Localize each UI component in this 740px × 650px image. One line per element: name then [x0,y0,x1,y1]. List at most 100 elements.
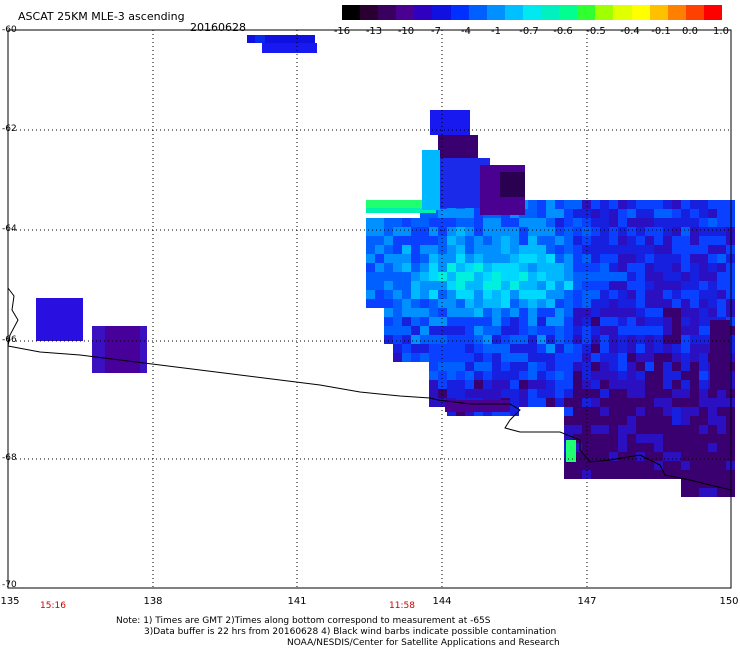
wind-cell [420,317,429,326]
wind-cell [609,380,618,389]
wind-cell [645,200,654,209]
wind-cell [510,353,519,362]
wind-cell [591,263,600,272]
wind-cell [636,272,645,281]
wind-cell [456,227,465,236]
wind-cell [618,335,627,344]
wind-cell [573,209,582,218]
wind-cell [645,263,654,272]
wind-cell [600,272,609,281]
wind-cell [456,272,465,281]
wind-cell [384,272,393,281]
wind-cell [537,353,546,362]
wind-cell [537,335,546,344]
wind-cell [447,263,456,272]
wind-cell [681,425,690,434]
wind-cell [663,344,672,353]
wind-cell [618,236,627,245]
wind-cell [447,272,456,281]
wind-cell [600,326,609,335]
wind-cell [654,353,663,362]
wind-cell [627,461,636,470]
wind-cell [717,389,726,398]
wind-cell [609,371,618,380]
wind-cell [492,290,501,299]
wind-cell [474,335,483,344]
wind-cell [255,35,265,43]
wind-cell [600,317,609,326]
wind-cell [411,218,420,227]
wind-cell [672,263,681,272]
wind-cell [654,200,663,209]
wind-cell [465,344,474,353]
wind-cell [492,371,501,380]
wind-cell [555,272,564,281]
wind-cell [591,434,600,443]
wind-cell [645,245,654,254]
wind-cell [708,263,717,272]
wind-cell [636,227,645,236]
wind-cell [708,236,717,245]
wind-cell [510,407,519,416]
wind-cell [618,290,627,299]
wind-cell [573,344,582,353]
wind-cell [600,218,609,227]
wind-cell [564,281,573,290]
wind-cell [573,200,582,209]
wind-cell [591,299,600,308]
wind-cell [681,443,690,452]
wind-cell [510,344,519,353]
wind-cell [438,335,447,344]
wind-cell [456,209,465,218]
wind-cell [699,353,708,362]
wind-cell [618,344,627,353]
wind-cell [609,443,618,452]
wind-cell [528,263,537,272]
wind-cell [582,263,591,272]
wind-cell [690,362,699,371]
wind-cell [429,254,438,263]
wind-cell [429,281,438,290]
wind-cell [519,254,528,263]
wind-cell [627,344,636,353]
wind-cell [519,263,528,272]
wind-cell [663,443,672,452]
wind-cell [384,335,393,344]
wind-cell [600,461,609,470]
wind-cell [591,200,600,209]
lon-label: 150 [719,596,739,607]
wind-cell [537,254,546,263]
wind-cell [645,407,654,416]
wind-cell [609,362,618,371]
wind-cell [681,254,690,263]
wind-cell [699,452,708,461]
wind-cell [699,344,708,353]
wind-cell [672,227,681,236]
wind-cell [717,452,726,461]
wind-cell [681,218,690,227]
wind-cell [564,254,573,263]
wind-cell [456,218,465,227]
wind-cell [483,308,492,317]
wind-cell [465,272,474,281]
wind-cell [573,380,582,389]
wind-cell [465,299,474,308]
wind-cell [546,263,555,272]
wind-cell [681,263,690,272]
wind-cell [591,317,600,326]
wind-cell [573,470,582,479]
wind-cell [672,389,681,398]
wind-cell [582,227,591,236]
wind-cell [627,308,636,317]
wind-cell [384,308,393,317]
wind-cell [708,488,717,497]
wind-cell [501,227,510,236]
colorbar-swatch [396,5,415,20]
wind-cell [492,317,501,326]
wind-cell [645,281,654,290]
map-frame [7,29,732,589]
wind-cell [501,308,510,317]
wind-cell [438,263,447,272]
wind-cell [564,245,573,254]
wind-cell [618,362,627,371]
